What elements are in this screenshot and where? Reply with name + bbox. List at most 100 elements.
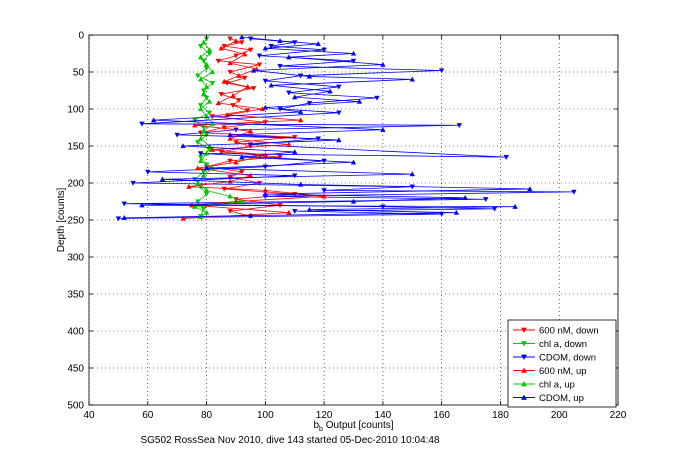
data-point [236,98,242,103]
series-line [124,36,530,219]
legend-marker [521,354,527,361]
data-point [197,106,204,112]
data-point [453,209,460,215]
legend-label: chl a, up [539,380,575,391]
data-point [239,154,245,160]
x-tick-label: 140 [375,410,392,421]
legend-marker [521,394,527,400]
data-point [209,69,216,75]
figure-caption: SG502 RossSea Nov 2010, dive 143 started… [140,435,440,446]
data-point [483,197,489,203]
data-point [291,94,298,100]
data-point [139,202,145,208]
data-point [291,173,298,179]
data-point [336,137,342,143]
data-point [215,58,222,64]
data-point [286,209,292,215]
data-point [206,143,213,149]
data-point [315,41,321,46]
data-point [242,75,248,81]
data-point [291,40,298,46]
data-point [203,132,210,138]
data-point [262,45,269,51]
data-point [456,123,463,129]
data-point [233,140,239,146]
y-tick-label: 500 [67,401,84,412]
legend-marker [521,367,527,373]
data-point [356,98,363,104]
data-point [350,198,357,204]
y-tick-label: 150 [67,142,84,153]
data-point [297,109,304,115]
x-tick-label: 160 [433,410,450,421]
data-point [159,176,166,182]
data-point [192,122,198,128]
x-tick-label: 40 [83,410,95,421]
data-point [145,169,151,175]
data-point [244,108,251,114]
data-point [121,214,128,220]
data-point [203,61,210,67]
legend-item: CDOM, down [513,353,596,364]
data-point [291,149,298,155]
legend-label: chl a, down [539,339,587,350]
y-tick-label: 50 [73,68,85,79]
x-tick-label: 60 [142,410,154,421]
data-point [192,203,198,209]
data-point [215,100,222,106]
data-point [227,158,233,164]
data-point [233,38,239,44]
series-layer [115,34,577,222]
data-point [268,82,274,88]
data-point [197,103,204,109]
data-point [321,193,327,199]
data-point [247,128,254,134]
data-point [233,53,239,59]
series-5 [121,34,533,220]
data-point [239,34,245,40]
x-tick-label: 100 [257,410,274,421]
data-point [306,206,313,212]
data-point [197,157,204,163]
data-point [227,135,233,141]
data-point [247,212,254,218]
data-point [206,98,213,104]
data-point [227,193,233,199]
data-point [174,132,180,138]
data-point [247,47,254,53]
x-axis-label: bb Output [counts] [313,420,393,433]
data-point [203,187,210,193]
y-tick-label: 200 [67,179,84,190]
series-0 [197,36,298,220]
y-tick-label: 450 [67,364,84,375]
data-point [230,92,236,98]
data-point [150,117,157,123]
y-tick-label: 100 [67,105,84,116]
data-point [242,51,248,57]
data-point [277,38,283,44]
data-point [186,183,192,189]
data-point [227,178,233,184]
data-point [227,174,233,180]
legend-box [507,319,617,408]
data-point [291,209,298,214]
data-point [277,154,283,160]
series-4 [192,39,245,220]
data-point [374,95,380,101]
legend-item: chl a, up [513,380,575,391]
data-point [194,73,201,79]
data-point [380,126,386,132]
data-point [380,61,386,67]
data-point [350,159,357,165]
data-point [209,120,216,126]
data-point [350,58,357,64]
y-tick-label: 400 [67,327,84,338]
data-point [200,128,207,134]
data-point [350,50,357,56]
data-point [203,83,210,89]
y-tick-label: 0 [78,31,84,42]
data-point [250,67,257,73]
data-point [209,146,216,152]
x-tick-label: 120 [316,410,333,421]
